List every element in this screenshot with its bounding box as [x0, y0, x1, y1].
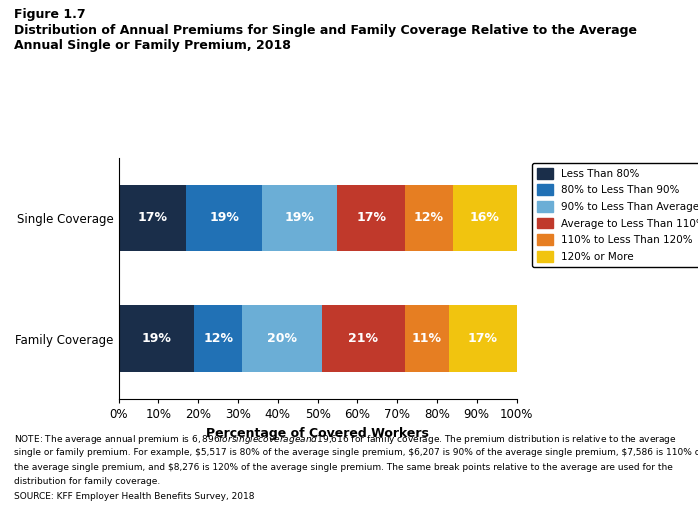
Bar [119, 185, 186, 251]
Bar [119, 306, 194, 372]
Bar [453, 185, 517, 251]
Text: 19%: 19% [285, 212, 315, 224]
Text: 17%: 17% [138, 212, 168, 224]
Text: 12%: 12% [414, 212, 444, 224]
Bar [405, 306, 449, 372]
Text: 17%: 17% [356, 212, 386, 224]
Text: single or family premium. For example, $5,517 is 80% of the average single premi: single or family premium. For example, $… [14, 448, 698, 457]
Bar [405, 185, 453, 251]
Text: SOURCE: KFF Employer Health Benefits Survey, 2018: SOURCE: KFF Employer Health Benefits Sur… [14, 492, 255, 501]
Text: 17%: 17% [468, 332, 498, 345]
X-axis label: Percentage of Covered Workers: Percentage of Covered Workers [206, 427, 429, 439]
Bar [242, 306, 322, 372]
Text: 12%: 12% [203, 332, 233, 345]
Text: 19%: 19% [142, 332, 172, 345]
Text: Distribution of Annual Premiums for Single and Family Coverage Relative to the A: Distribution of Annual Premiums for Sing… [14, 24, 637, 51]
Text: 19%: 19% [209, 212, 239, 224]
Legend: Less Than 80%, 80% to Less Than 90%, 90% to Less Than Average, Average to Less T: Less Than 80%, 80% to Less Than 90%, 90%… [532, 163, 698, 267]
Text: 11%: 11% [412, 332, 442, 345]
Bar [262, 185, 337, 251]
Text: NOTE: The average annual premium is $6,896 for single coverage and $19,616 for f: NOTE: The average annual premium is $6,8… [14, 433, 676, 446]
Text: the average single premium, and $8,276 is 120% of the average single premium. Th: the average single premium, and $8,276 i… [14, 463, 673, 471]
Bar [322, 306, 405, 372]
Bar [338, 185, 405, 251]
Bar [186, 185, 262, 251]
Text: 16%: 16% [470, 212, 500, 224]
Text: 21%: 21% [348, 332, 378, 345]
Text: Figure 1.7: Figure 1.7 [14, 8, 86, 21]
Text: distribution for family coverage.: distribution for family coverage. [14, 477, 161, 486]
Bar [449, 306, 517, 372]
Bar [194, 306, 242, 372]
Text: 20%: 20% [267, 332, 297, 345]
